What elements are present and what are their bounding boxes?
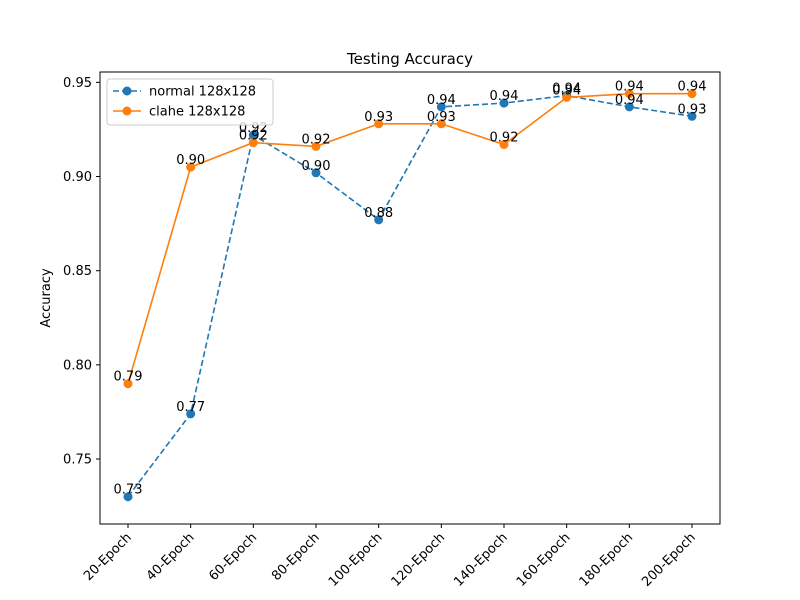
data-label-normal: 0.94 [427, 93, 456, 108]
legend-marker-clahe [122, 106, 132, 116]
data-point-normal [186, 409, 196, 419]
data-label-clahe: 0.93 [364, 110, 393, 125]
y-tick-label: 0.80 [63, 358, 92, 373]
data-label-clahe: 0.94 [615, 80, 644, 95]
data-label-normal: 0.73 [114, 483, 143, 498]
y-axis-label: Accuracy [39, 268, 54, 328]
data-point-clahe [499, 140, 509, 150]
data-point-normal [499, 98, 509, 108]
data-point-clahe [436, 119, 446, 129]
data-point-normal [248, 130, 258, 140]
data-point-normal [624, 102, 634, 112]
data-point-clahe [186, 162, 196, 172]
data-point-normal [123, 492, 133, 502]
x-tick-label: 140-Epoch [451, 530, 511, 590]
data-point-clahe [624, 89, 634, 99]
data-point-clahe [311, 141, 321, 151]
data-label-normal: 0.93 [678, 102, 707, 117]
x-tick-label: 40-Epoch [144, 530, 198, 584]
x-tick-label: 60-Epoch [206, 530, 260, 584]
legend: normal 128x128 clahe 128x128 [106, 78, 274, 126]
chart-title: Testing Accuracy [346, 50, 473, 68]
y-tick-label: 0.90 [63, 170, 92, 185]
x-tick-label: 200-Epoch [639, 530, 699, 590]
plot-frame [99, 71, 721, 525]
x-tick-label: 120-Epoch [389, 530, 449, 590]
data-point-clahe [374, 119, 384, 129]
y-tick-label: 0.75 [63, 453, 92, 468]
data-label-clahe: 0.92 [239, 129, 268, 144]
data-label-clahe: 0.92 [490, 131, 519, 146]
x-tick-label: 100-Epoch [326, 530, 386, 590]
y-tick-label: 0.95 [63, 76, 92, 91]
data-point-normal [374, 215, 384, 225]
x-tick-label: 80-Epoch [269, 530, 323, 584]
data-point-normal [687, 111, 697, 121]
data-point-clahe [123, 379, 133, 389]
data-label-normal: 0.94 [490, 89, 519, 104]
y-tick-label: 0.85 [63, 264, 92, 279]
data-label-clahe: 0.92 [302, 132, 331, 147]
x-tick-label: 160-Epoch [514, 530, 574, 590]
data-label-clahe: 0.90 [176, 153, 205, 168]
data-label-normal: 0.90 [302, 159, 331, 174]
data-label-clahe: 0.93 [427, 110, 456, 125]
data-point-clahe [687, 89, 697, 99]
data-label-clahe: 0.79 [114, 370, 143, 385]
legend-marker-normal [122, 86, 132, 96]
legend-label-clahe: clahe 128x128 [149, 105, 245, 120]
data-label-clahe: 0.94 [552, 83, 581, 98]
data-label-normal: 0.94 [615, 93, 644, 108]
series-line-normal [127, 94, 693, 498]
data-label-normal: 0.88 [364, 206, 393, 221]
data-point-clahe [248, 138, 258, 148]
x-tick-label: 20-Epoch [81, 530, 135, 584]
data-label-normal: 0.77 [176, 400, 205, 415]
plot-area: 0.75 0.80 0.85 0.90 0.95 20-Epoch 40-Epoch 60-E… [63, 71, 721, 590]
data-label-clahe: 0.94 [678, 80, 707, 95]
series-line-clahe [127, 92, 692, 384]
legend-label-normal: normal 128x128 [149, 85, 256, 100]
data-point-clahe [562, 92, 572, 102]
data-point-normal [436, 102, 446, 112]
data-point-normal [311, 168, 321, 178]
legend-box [106, 78, 274, 126]
x-tick-label: 180-Epoch [577, 530, 637, 590]
data-label-normal: 0.94 [552, 82, 581, 97]
